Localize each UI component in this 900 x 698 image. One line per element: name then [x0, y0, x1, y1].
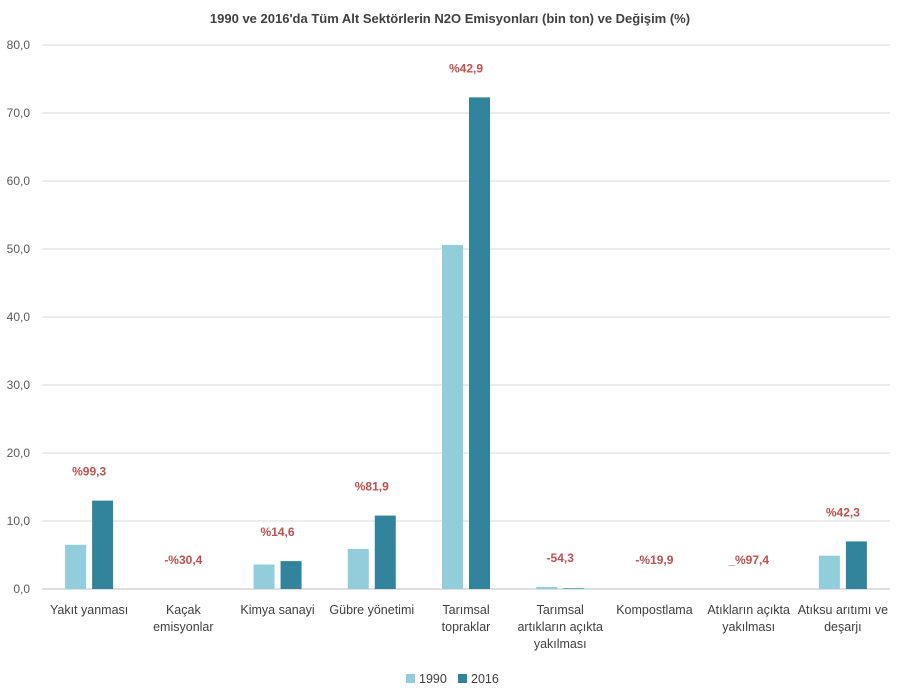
change-label: %42,3 — [826, 505, 860, 519]
bar-2016 — [280, 561, 302, 589]
x-tick-label: Gübre yönetimi — [329, 603, 414, 617]
chart-title: 1990 ve 2016'da Tüm Alt Sektörlerin N2O … — [210, 11, 690, 26]
gridlines — [42, 44, 890, 590]
y-tick-label: 10,0 — [7, 514, 31, 528]
change-label: -54,3 — [547, 551, 575, 565]
bar-2016 — [92, 500, 114, 589]
bar-1990 — [347, 548, 369, 589]
x-tick-label: Atıksu arıtımı ve — [798, 603, 888, 617]
x-tick-label: Kaçak — [166, 603, 201, 617]
x-tick-label: Kompostlama — [616, 603, 692, 617]
bar-1990 — [253, 564, 275, 589]
y-tick-label: 0,0 — [13, 582, 30, 596]
legend-swatch-2016 — [458, 674, 467, 683]
x-tick-label: yakılması — [534, 637, 587, 651]
bar-1990 — [442, 244, 463, 590]
x-tick-label: Yakıt yanması — [50, 603, 128, 617]
bar-2016 — [374, 515, 396, 589]
y-tick-label: 20,0 — [7, 446, 31, 460]
legend-swatch-1990 — [406, 674, 415, 683]
change-label: -%30,4 — [164, 553, 202, 567]
y-tick-label: 80,0 — [7, 38, 31, 52]
x-axis: Yakıt yanması Kaçak emisyonlar Kimya sanayi… — [50, 603, 888, 651]
bar-1990 — [818, 555, 840, 589]
y-tick-label: 70,0 — [7, 106, 31, 120]
x-tick-label: yakılması — [722, 620, 775, 634]
bar-1990 — [536, 586, 558, 589]
legend-label-1990: 1990 — [419, 672, 447, 686]
change-labels: %99,3 -%30,4 %14,6 %81,9 %42,9 -54,3 -%19,9 _%9… — [72, 61, 860, 567]
change-label: _%97,4 — [727, 553, 769, 567]
x-tick-label: topraklar — [442, 620, 491, 634]
x-tick-label: deşarjı — [824, 620, 862, 634]
change-label: %42,9 — [449, 61, 483, 75]
x-tick-label: Tarımsal — [537, 603, 584, 617]
change-label: %99,3 — [72, 465, 106, 479]
y-tick-label: 40,0 — [7, 310, 31, 324]
y-axis: 0,0 10,0 20,0 30,0 40,0 50,0 60,0 70,0 80,0 — [7, 38, 31, 596]
x-tick-label: Tarımsal — [442, 603, 489, 617]
legend-label-2016: 2016 — [471, 672, 499, 686]
x-tick-label: Kimya sanayi — [240, 603, 314, 617]
bar-1990 — [65, 544, 87, 589]
x-tick-label: artıkların açıkta — [517, 620, 602, 634]
change-label: %14,6 — [261, 525, 295, 539]
change-label: -%19,9 — [635, 553, 673, 567]
y-tick-label: 50,0 — [7, 242, 31, 256]
legend: 1990 2016 — [406, 672, 499, 686]
y-tick-label: 60,0 — [7, 174, 31, 188]
bar-2016 — [563, 588, 585, 589]
bar-2016 — [845, 541, 867, 589]
x-tick-label: emisyonlar — [153, 620, 213, 634]
y-tick-label: 30,0 — [7, 378, 31, 392]
change-label: %81,9 — [355, 480, 389, 494]
x-tick-label: Atıkların açıkta — [707, 603, 790, 617]
bars — [65, 97, 867, 590]
bar-2016 — [469, 97, 490, 590]
